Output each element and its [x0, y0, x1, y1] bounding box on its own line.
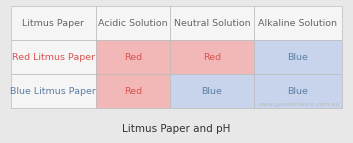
Bar: [170, 6, 254, 40]
Bar: [254, 40, 342, 74]
Text: Acidic Solution: Acidic Solution: [98, 19, 168, 28]
Bar: [170, 40, 254, 74]
Text: Blue Litmus Paper: Blue Litmus Paper: [11, 87, 96, 96]
Text: Neutral Solution: Neutral Solution: [174, 19, 250, 28]
Text: Alkaline Solution: Alkaline Solution: [258, 19, 337, 28]
Bar: [254, 74, 342, 108]
Bar: [254, 6, 342, 40]
Text: Litmus Paper: Litmus Paper: [23, 19, 84, 28]
Bar: [11, 6, 342, 108]
Text: Red: Red: [124, 53, 142, 62]
Text: Red Litmus Paper: Red Litmus Paper: [12, 53, 95, 62]
Bar: [170, 74, 254, 108]
Text: Litmus Paper and pH: Litmus Paper and pH: [122, 124, 231, 134]
Bar: [96, 40, 170, 74]
Bar: [11, 74, 96, 108]
Bar: [11, 6, 96, 40]
Text: Blue: Blue: [202, 87, 222, 96]
Text: www.goodscience.com.au: www.goodscience.com.au: [258, 102, 340, 107]
Bar: [96, 74, 170, 108]
Text: Blue: Blue: [287, 53, 309, 62]
Text: Red: Red: [124, 87, 142, 96]
Bar: [96, 6, 170, 40]
Text: Blue: Blue: [287, 87, 309, 96]
Text: Red: Red: [203, 53, 221, 62]
Bar: [11, 40, 96, 74]
